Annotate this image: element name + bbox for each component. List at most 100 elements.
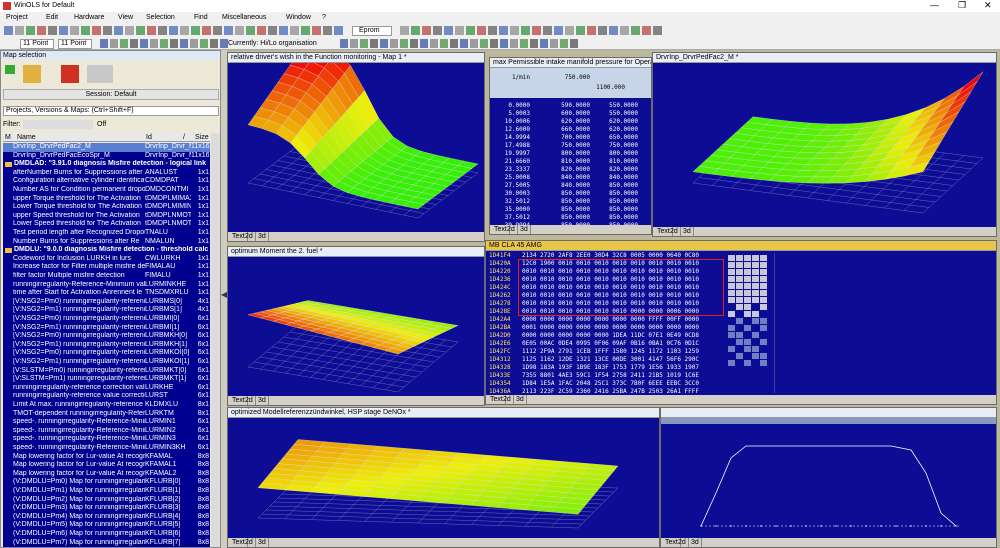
icon[interactable] [5,65,15,74]
map-row[interactable]: [V:SLSTM=Pm1) runningirregularity-refere… [3,375,210,384]
map-row[interactable]: (V:DMDLU=Pm7) Map for runningirregularit… [3,539,210,547]
map-row[interactable]: upper Speed threshold for The Activation… [3,212,210,221]
tool-button[interactable] [48,26,57,35]
tool-button[interactable] [480,39,488,48]
map-row[interactable]: Lower Torque threshold for The Activatio… [3,203,210,212]
tool-button[interactable] [499,26,508,35]
view-tab[interactable]: Text [492,225,510,234]
tool-button[interactable] [360,39,368,48]
menu-item[interactable]: View [118,14,134,21]
tool-button[interactable] [180,39,188,48]
tool-button[interactable] [470,39,478,48]
map-window[interactable]: DrvrInp_DrvrPedFac2_M * Text 2d 3d [652,52,997,237]
menu-item[interactable]: Selection [146,14,175,21]
tool-button[interactable] [257,26,266,35]
tool-button[interactable] [323,26,332,35]
map-row[interactable]: [V:SLSTM=Pm0) runningirregularity-refere… [3,367,210,376]
menu-item[interactable]: Window [286,14,311,21]
map-window[interactable]: max Permissible intake manifold pressure… [489,57,652,235]
map-row[interactable]: Map lowering factor for Lur-value At rec… [3,453,210,462]
view-tab[interactable]: Text [488,395,506,404]
view-tab[interactable]: 3d [256,396,269,405]
maximize[interactable]: ❐ [958,0,967,10]
tool-button[interactable] [521,26,530,35]
tool-button[interactable] [312,26,321,35]
view-tab[interactable]: Text [230,538,248,547]
tool-button[interactable] [560,39,568,48]
tool-button[interactable] [620,26,629,35]
map-row[interactable]: DMDLAD: "3.91.0 diagnosis Misfire detect… [3,160,210,169]
tool-button[interactable] [422,26,431,35]
view-tab[interactable]: 2d [505,225,518,234]
view-tab[interactable]: 3d [681,227,694,236]
splitter[interactable]: ◀ [221,50,227,548]
tool-button[interactable] [570,39,578,48]
minimize[interactable]: — [930,0,939,10]
tool-button[interactable] [81,26,90,35]
open-icon[interactable] [23,65,41,83]
tool-button[interactable] [268,26,277,35]
tool-button[interactable] [543,26,552,35]
map-row[interactable]: [V:NSG2=Pm1) runningirregularity-referen… [3,324,210,333]
menu-item[interactable]: ? [322,14,326,21]
tool-button[interactable] [220,39,228,48]
view-tab[interactable]: Text [655,227,673,236]
tool-button[interactable] [246,26,255,35]
tool-button[interactable] [642,26,651,35]
map-window[interactable]: relative driver's wish in the Function m… [227,52,485,242]
tool-button[interactable] [370,39,378,48]
tool-button[interactable] [170,39,178,48]
map-row[interactable]: (V:DMDLU=Pm1) Map for runningirregularit… [3,487,210,496]
tool-button[interactable] [477,26,486,35]
tool-button[interactable] [334,26,343,35]
tool-button[interactable] [224,26,233,35]
tool-button[interactable] [59,26,68,35]
map-row[interactable]: [V:NSG2=Pm1) runningirregularity-referen… [3,341,210,350]
tool-button[interactable] [180,26,189,35]
tool-button[interactable] [380,39,388,48]
menu-item[interactable]: Find [194,14,208,21]
map-row[interactable]: Test period length after Recognized Drop… [3,229,210,238]
tool-button[interactable] [191,26,200,35]
map-row[interactable]: filter factor Multiple misfire detection… [3,272,210,281]
map-row[interactable]: afterNumber Burns for Suppressions after… [3,169,210,178]
menu-item[interactable]: Miscellaneous [222,14,267,21]
tool-button[interactable] [103,26,112,35]
map-row[interactable]: Limit At max. runningirregularity-refere… [3,401,210,410]
tool-button[interactable] [15,26,24,35]
tool-button[interactable] [440,39,448,48]
tool-button[interactable] [110,39,118,48]
map-window[interactable]: MB CLA 45 AMG 1D41F4 2134 2720 2AF8 2EE0 3… [485,240,997,405]
map-row[interactable]: (V:DMDLU=Pm5) Map for runningirregularit… [3,521,210,530]
tool-button[interactable] [202,26,211,35]
view-tab[interactable]: 2d [243,396,256,405]
map-row[interactable]: [V:NSG2=Pm0) runningirregularity-referen… [3,349,210,358]
tool-button[interactable] [530,39,538,48]
tool-button[interactable] [158,26,167,35]
tool-button[interactable] [160,39,168,48]
map-row[interactable]: DrvrInp_DrvrPedFacEcoSpr_M DrvrInp_Drvr_M… [3,152,210,161]
tool-button[interactable] [488,26,497,35]
map-window[interactable]: optimized Modellreferenzzündwinkel, HSP … [227,407,660,548]
view-tab[interactable]: Text [663,538,681,547]
tool-button[interactable] [400,26,409,35]
font-box[interactable]: 11 Point [20,39,54,49]
map-row[interactable]: speed-. runningirregularity-Reference-Mi… [3,418,210,427]
map-row[interactable]: time after Start for Activation Anrennen… [3,289,210,298]
tool-button[interactable] [609,26,618,35]
tool-button[interactable] [26,26,35,35]
tool-button[interactable] [520,39,528,48]
map-row[interactable]: Number Burns for Suppressions after Re NM… [3,238,210,247]
view-tab[interactable]: 3d [256,232,269,241]
menu-item[interactable]: Project [6,14,28,21]
menu-item[interactable]: Hardware [74,14,105,21]
menu-item[interactable]: Edit [46,14,59,21]
scrollbar[interactable] [211,133,220,547]
view-tab[interactable]: 3d [689,538,702,547]
view-tab[interactable]: 2d [676,538,689,547]
tool-button[interactable] [136,26,145,35]
view-tab[interactable]: Text [230,232,248,241]
tool-button[interactable] [340,39,348,48]
tool-button[interactable] [466,26,475,35]
map-row[interactable]: [V:NSG2=Pm1) runningirregularity-referen… [3,306,210,315]
